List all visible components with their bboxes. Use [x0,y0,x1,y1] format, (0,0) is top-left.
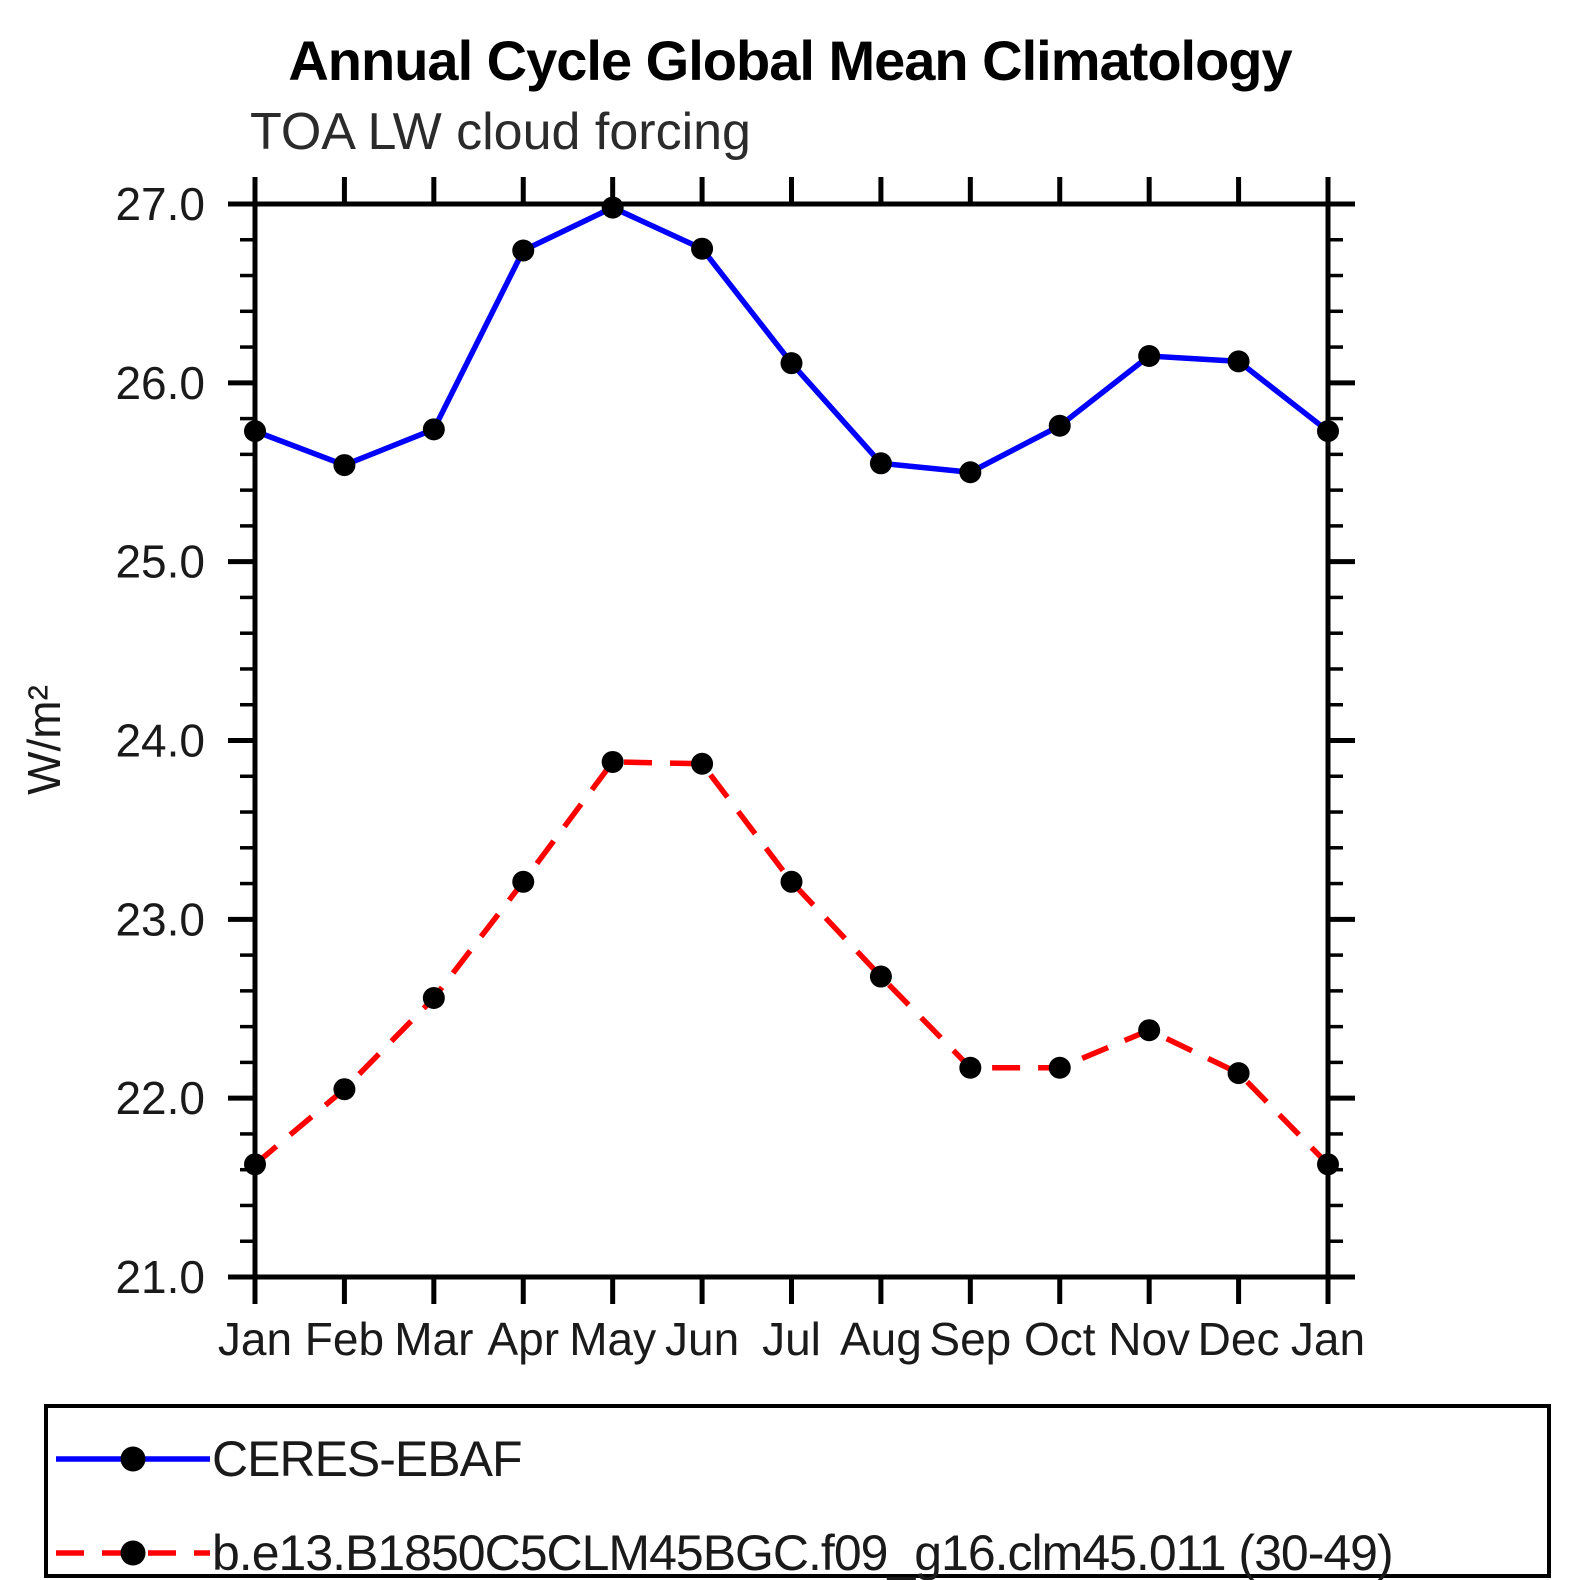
x-tick-label: Nov [1108,1313,1190,1365]
data-point [333,454,356,477]
series-line-dashed [253,759,1330,1167]
y-tick-label: 27.0 [115,178,205,230]
data-point [422,418,445,441]
x-tick-label: May [569,1313,656,1365]
series-markers [244,196,1339,1176]
x-tick-label: Aug [840,1313,922,1365]
legend: CERES-EBAF b.e13.B1850C5CLM45BGC.f09_g16… [44,1404,1551,1580]
x-tick-labels: Jan Feb Mar Apr May Jun Jul Aug Sep Oct Nov Dec Jan [218,1313,1365,1365]
chart-title: Annual Cycle Global Mean Climatology [288,29,1292,92]
data-point [244,420,266,443]
data-point [601,750,624,773]
data-point [780,352,803,375]
data-point [959,461,982,484]
data-point [512,239,535,262]
x-tick-label: Mar [394,1313,473,1365]
data-point [959,1056,982,1079]
data-point [1317,1153,1339,1176]
legend-item-model-run: b.e13.B1850C5CLM45BGC.f09_g16.clm45.011 … [54,1525,1394,1580]
data-point [244,1153,266,1176]
legend-line-sample-dashed [56,1540,210,1566]
series-lines [253,204,1330,1167]
y-axis-title: W/m² [18,685,70,795]
data-point [869,965,892,988]
axis-ticks [228,177,1355,1304]
data-point [1138,1019,1161,1042]
x-tick-label: Feb [305,1313,384,1365]
y-tick-labels: 21.0 22.0 23.0 24.0 25.0 26.0 27.0 [115,178,205,1303]
x-tick-label: Apr [487,1313,559,1365]
legend-marker-dot-icon [120,1446,146,1472]
x-tick-label: Oct [1024,1313,1096,1365]
data-point [422,987,445,1010]
data-point [1227,1062,1250,1085]
data-point [601,196,624,219]
legend-label-ceres-ebaf: CERES-EBAF [212,1431,523,1487]
data-point [691,237,714,260]
data-point [1048,414,1071,437]
legend-marker-dot-icon [120,1540,146,1566]
series-line-solid [254,204,1330,476]
legend-item-ceres-ebaf: CERES-EBAF [54,1431,523,1487]
data-point [1048,1056,1071,1079]
y-tick-label: 26.0 [115,357,205,409]
y-tick-label: 25.0 [115,536,205,588]
data-point [1138,345,1161,368]
x-tick-label: Jul [762,1313,821,1365]
y-tick-label: 22.0 [115,1072,205,1124]
y-tick-label: 21.0 [115,1251,205,1303]
legend-line-sample-solid [56,1446,210,1472]
chart-subtitle: TOA LW cloud forcing [250,103,751,161]
data-point [691,752,714,775]
x-tick-label: Dec [1198,1313,1280,1365]
y-tick-label: 23.0 [115,893,205,945]
data-point [512,870,535,893]
axes-frame [228,177,1355,1304]
x-tick-label: Jun [665,1313,739,1365]
data-point [1227,350,1250,373]
x-tick-label: Sep [929,1313,1011,1365]
x-tick-label: Jan [218,1313,292,1365]
data-point [780,870,803,893]
x-tick-label: Jan [1291,1313,1365,1365]
data-point [1317,420,1339,443]
data-point [333,1078,356,1101]
legend-label-model-run: b.e13.B1850C5CLM45BGC.f09_g16.clm45.011 … [212,1525,1394,1580]
data-point [869,452,892,475]
y-tick-label: 24.0 [115,715,205,767]
